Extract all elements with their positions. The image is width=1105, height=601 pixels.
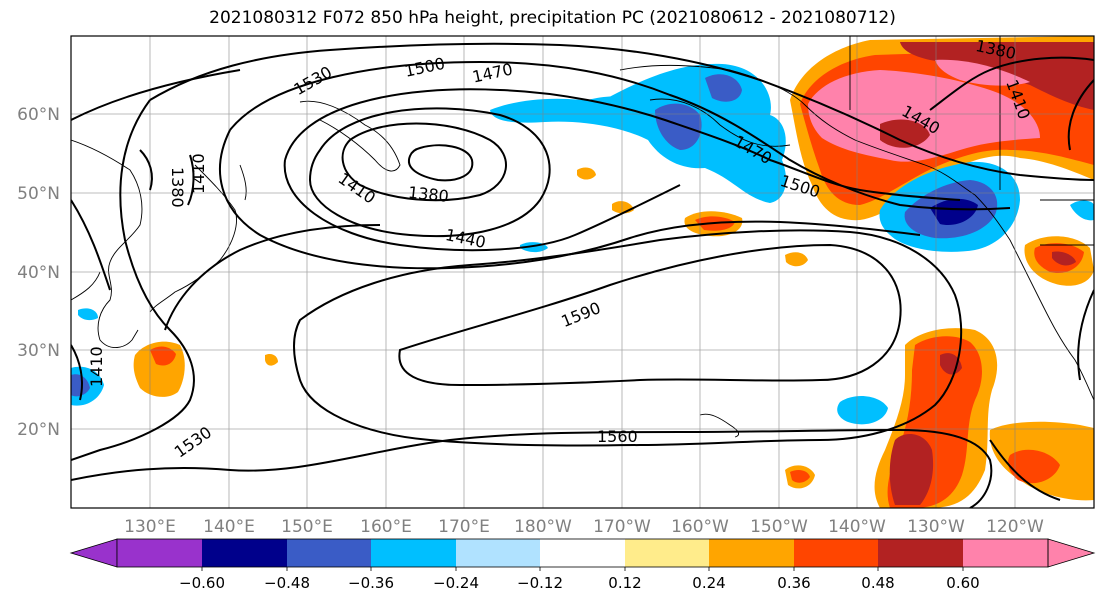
- precipitation-shading: [71, 36, 1094, 508]
- contour-1440-low: [308, 107, 551, 238]
- contour-1560: [71, 69, 993, 508]
- colorbar-extend-high: [1047, 538, 1096, 568]
- lon-label: 150°W: [750, 517, 808, 537]
- contour-label: 1530: [1098, 341, 1105, 382]
- colorbar-tick-label: −0.12: [517, 574, 563, 592]
- colorbar-swatch: [794, 539, 878, 567]
- colorbar-swatch: [540, 539, 625, 567]
- lon-label: 150°E: [281, 517, 333, 537]
- colorbar-swatch: [963, 539, 1048, 567]
- coastline-alaska: [619, 64, 976, 196]
- lon-label: 170°W: [593, 517, 651, 537]
- contour-label: 1560: [597, 427, 638, 446]
- contour-1530: [149, 42, 1094, 181]
- contour-1470-lower: [283, 159, 681, 252]
- colorbar-swatch: [287, 539, 371, 567]
- contour-1590: [398, 243, 902, 387]
- longitude-labels: 130°E 140°E 150°E 160°E 170°E 180°W 170°…: [124, 517, 1044, 537]
- contour-1470: [284, 88, 961, 201]
- colorbar-swatch: [371, 539, 456, 567]
- contour-label: 1380: [407, 183, 449, 206]
- lat-label: 20°N: [17, 420, 60, 440]
- lat-label: 60°N: [17, 105, 60, 125]
- lon-label: 140°W: [828, 517, 886, 537]
- contour-label: 1380: [168, 167, 187, 208]
- colorbar-tick-label: −0.36: [348, 574, 394, 592]
- lon-label: 160°E: [360, 517, 412, 537]
- lat-label: 50°N: [17, 184, 60, 204]
- colorbar-swatch: [456, 539, 540, 567]
- latitude-labels: 60°N 50°N 40°N 30°N 20°N: [17, 105, 60, 440]
- lon-label: 130°E: [124, 517, 176, 537]
- coastline-kamchatka: [299, 100, 401, 172]
- contour-1500-lower: [219, 129, 921, 270]
- contour-1380-low: [407, 144, 474, 182]
- colorbar-tick-label: −0.60: [179, 574, 225, 592]
- colorbar-tick-label: 0.24: [692, 574, 725, 592]
- height-contours: [71, 42, 1094, 508]
- colorbar-swatch: [878, 539, 963, 567]
- colorbar-tick-label: 0.36: [777, 574, 810, 592]
- plot-frame: [70, 35, 1095, 509]
- colorbar-tick-label: 0.60: [946, 574, 979, 592]
- contour-1500: [229, 60, 1011, 211]
- colorbar-tick-label: −0.24: [433, 574, 479, 592]
- colorbar-tick-label: 0.12: [608, 574, 641, 592]
- precip-negative-bering: [490, 63, 786, 204]
- colorbar-swatch: [709, 539, 794, 567]
- lon-label: 120°W: [986, 517, 1044, 537]
- contour-label: 1410: [189, 153, 208, 194]
- colorbar: −0.60 −0.48 −0.36 −0.24 −0.12 0.12 0.24 …: [69, 538, 1096, 592]
- contour-1530-east: [1077, 289, 1094, 381]
- coastlines: [71, 36, 1094, 438]
- coastline-asia: [71, 139, 143, 348]
- colorbar-swatch: [117, 539, 202, 567]
- lat-label: 30°N: [17, 341, 60, 361]
- lon-label: 180°W: [514, 517, 572, 537]
- lon-label: 170°E: [438, 517, 490, 537]
- colorbar-tick-label: −0.48: [264, 574, 310, 592]
- lon-label: 140°E: [203, 517, 255, 537]
- lon-label: 160°W: [671, 517, 729, 537]
- lon-label: 130°W: [907, 517, 965, 537]
- colorbar-tick-label: 0.48: [861, 574, 894, 592]
- contour-label: 1410: [87, 346, 106, 387]
- colorbar-swatch: [202, 539, 287, 567]
- gridlines: [71, 36, 1094, 508]
- colorbar-swatch: [625, 539, 709, 567]
- contour-1410-low: [341, 122, 507, 202]
- contour-1530-lower: [71, 99, 195, 461]
- coastline-north-america: [974, 194, 1094, 401]
- colorbar-extend-low: [69, 538, 118, 568]
- lat-label: 40°N: [17, 263, 60, 283]
- map-title: 2021080312 F072 850 hPa height, precipit…: [209, 8, 896, 28]
